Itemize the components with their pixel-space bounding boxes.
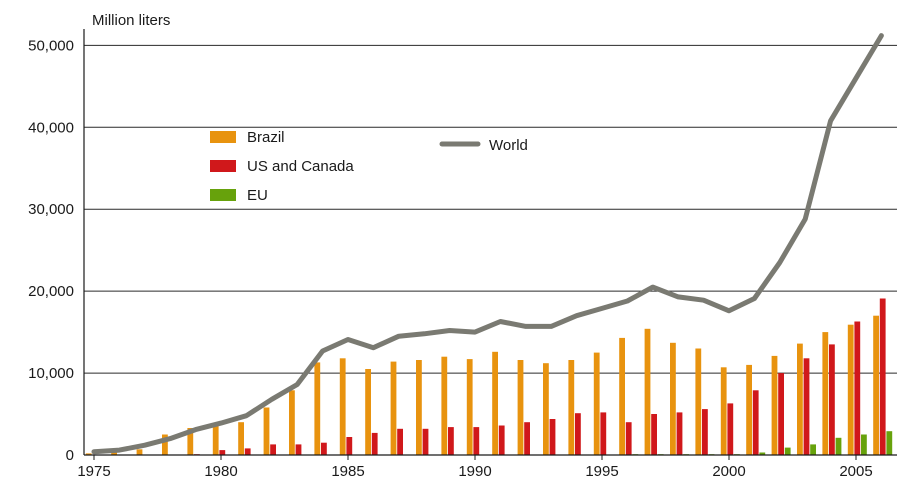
bar-us-and-canada-1987 [397, 428, 403, 455]
bar-brazil-1990 [466, 359, 473, 455]
x-tick-label: 2005 [839, 463, 872, 480]
bar-us-and-canada-1998 [676, 412, 683, 455]
bar-eu-2004 [835, 437, 842, 455]
bar-brazil-1999 [695, 348, 702, 455]
legend: Brazil US and Canada EU World [210, 129, 528, 204]
bar-us-and-canada-1980 [219, 450, 226, 455]
bar-brazil-1996 [619, 337, 625, 455]
bar-brazil-1987 [390, 361, 397, 455]
bar-us-and-canada-2005 [854, 321, 861, 455]
bar-us-and-canada-1989 [448, 427, 454, 455]
bar-us-and-canada-1988 [422, 428, 429, 455]
bar-us-and-canada-1983 [295, 444, 302, 455]
bar-us-and-canada-1990 [473, 427, 480, 455]
x-tick-label: 2000 [712, 463, 745, 480]
bar-eu-2006 [886, 431, 893, 455]
bar-us-and-canada-1981 [244, 448, 251, 455]
bar-brazil-1985 [339, 358, 346, 455]
bar-brazil-1993 [543, 363, 549, 455]
axes: 0 10,000 20,000 30,000 40,000 50,000 1975 1980 1… [28, 29, 897, 480]
bar-brazil-1983 [289, 390, 295, 455]
y-tick-label: 10,000 [28, 365, 74, 382]
bar-us-and-canada-1996 [625, 422, 632, 455]
bar-brazil-2000 [720, 367, 727, 455]
legend-swatch-eu [210, 189, 236, 201]
bar-brazil-2004 [822, 332, 829, 455]
bar-brazil-1982 [263, 407, 270, 455]
bar-us-and-canada-2000 [727, 403, 734, 455]
bar-brazil-2001 [746, 364, 752, 455]
world-line [91, 33, 884, 455]
bar-us-and-canada-1991 [498, 425, 505, 455]
y-tick-label: 0 [66, 447, 74, 464]
bar-us-and-canada-1985 [346, 437, 353, 455]
bar-brazil-1998 [670, 342, 676, 455]
bar-brazil-1997 [644, 328, 651, 455]
bar-brazil-1992 [517, 360, 524, 455]
bar-us-and-canada-2002 [778, 373, 784, 455]
bar-brazil-2005 [847, 324, 854, 455]
world-line-series [91, 33, 884, 455]
bar-brazil-1978 [162, 434, 168, 455]
bar-series [85, 298, 893, 455]
y-unit-label: Million liters [92, 12, 170, 29]
bar-brazil-1991 [492, 351, 498, 455]
bar-eu-2003 [810, 444, 816, 455]
bar-us-and-canada-1997 [651, 414, 657, 455]
bar-brazil-1975 [85, 453, 92, 455]
bar-eu-2001 [759, 452, 766, 455]
legend-label: US and Canada [247, 158, 354, 175]
bar-us-and-canada-1992 [524, 422, 530, 455]
bar-brazil-2003 [797, 343, 803, 455]
bar-us-and-canada-1994 [575, 413, 581, 455]
bar-brazil-1981 [238, 422, 244, 455]
y-tick-label: 50,000 [28, 37, 74, 54]
bar-brazil-1984 [314, 362, 321, 455]
legend-label: EU [247, 187, 268, 204]
bar-brazil-1988 [416, 360, 422, 455]
bar-brazil-1979 [187, 428, 194, 455]
bar-us-and-canada-1982 [270, 444, 276, 455]
bar-us-and-canada-1984 [321, 442, 327, 455]
legend-label: Brazil [247, 129, 285, 146]
bar-brazil-1986 [365, 369, 371, 455]
bar-eu-2005 [861, 434, 867, 455]
x-tick-label: 1990 [458, 463, 491, 480]
bar-us-and-canada-2001 [752, 390, 759, 455]
bar-brazil-1976 [111, 451, 117, 455]
x-tick-label: 1980 [204, 463, 237, 480]
y-tick-label: 40,000 [28, 119, 74, 136]
bar-us-and-canada-1986 [371, 432, 378, 455]
bar-us-and-canada-2004 [829, 344, 835, 455]
bar-brazil-2006 [873, 315, 879, 455]
bar-brazil-1980 [212, 424, 219, 455]
x-tick-label: 1995 [585, 463, 618, 480]
bar-us-and-canada-2006 [879, 298, 886, 455]
y-tick-label: 30,000 [28, 201, 74, 218]
bar-eu-2002 [784, 447, 791, 455]
legend-swatch-brazil [210, 131, 236, 143]
bar-us-and-canada-2003 [803, 358, 810, 455]
legend-swatch-us-and-canada [210, 160, 236, 172]
bar-brazil-1989 [441, 356, 448, 455]
y-tick-label: 20,000 [28, 283, 74, 300]
bar-us-and-canada-1999 [702, 409, 708, 455]
bar-brazil-2002 [771, 355, 778, 455]
bar-brazil-1994 [568, 360, 575, 455]
x-tick-label: 1985 [331, 463, 364, 480]
bar-us-and-canada-1993 [549, 419, 556, 455]
legend-label: World [489, 137, 528, 154]
bar-brazil-1977 [136, 449, 143, 455]
x-tick-label: 1975 [77, 463, 110, 480]
bar-brazil-1995 [593, 352, 600, 455]
bar-us-and-canada-1995 [600, 412, 607, 455]
